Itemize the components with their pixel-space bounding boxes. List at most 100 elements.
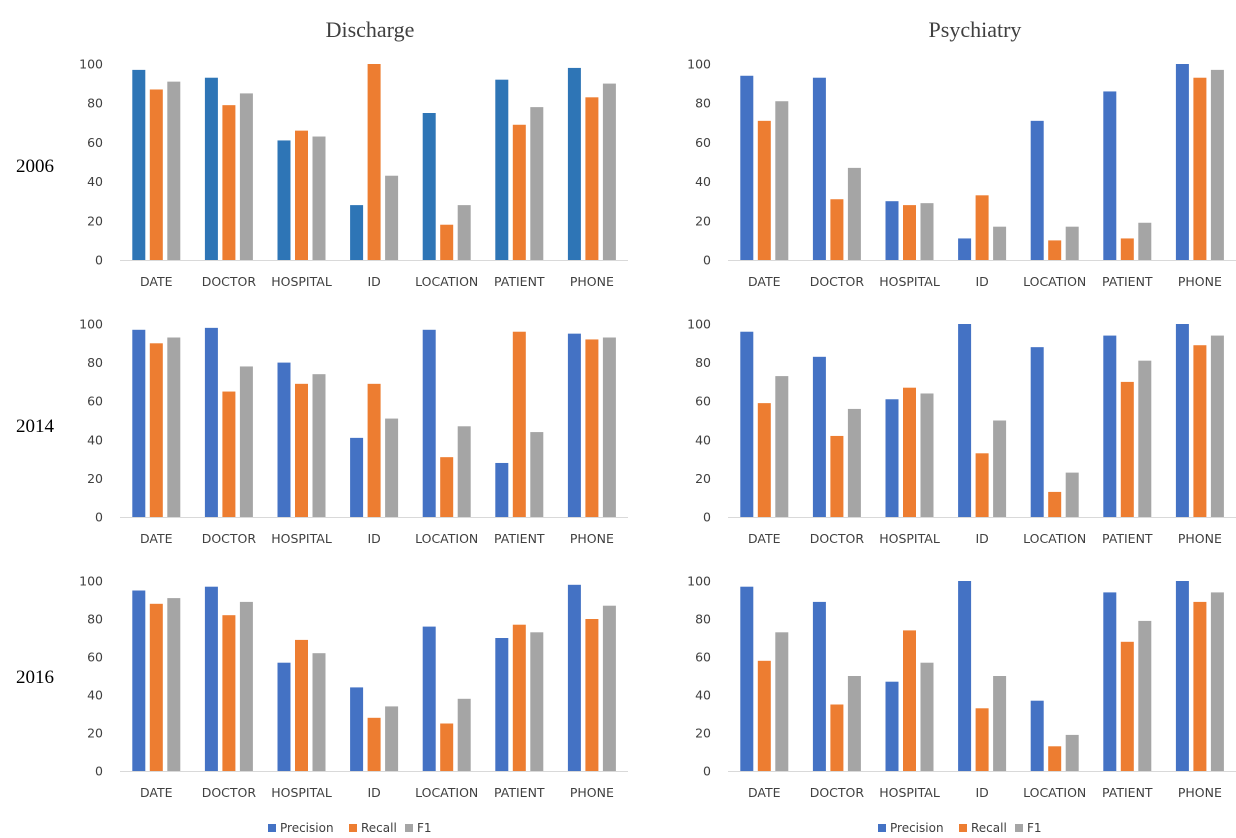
category-label-doctor: DOCTOR (810, 274, 865, 289)
bar-precision-date (132, 329, 146, 517)
chart-psychiatry-2014: 0 20 40 60 80 100 DATE DOCTOR HOSPITAL ID LOCATION… (687, 317, 1236, 546)
bar-f1-patient (1138, 360, 1152, 517)
bar-precision-date (740, 75, 754, 260)
y-tick-label: 40 (87, 432, 103, 447)
category-label-hospital: HOSPITAL (271, 785, 332, 800)
bar-f1-id (993, 226, 1007, 260)
bar-precision-doctor (204, 327, 218, 517)
charts-grid: 0 20 40 60 80 100 DATE DOCTOR HOSPITAL ID LOCATION… (79, 57, 1236, 800)
bar-precision-phone (567, 333, 581, 517)
bar-precision-hospital (277, 662, 291, 771)
bar-precision-location (1030, 347, 1044, 517)
legend-label-f1: F1 (417, 821, 432, 835)
chart-discharge-2006: 0 20 40 60 80 100 DATE DOCTOR HOSPITAL ID LOCATION… (79, 57, 628, 289)
column-title-discharge: Discharge (326, 17, 415, 42)
row-label-2016: 2016 (16, 667, 54, 688)
bar-f1-hospital (312, 374, 326, 517)
bar-f1-phone (1210, 335, 1224, 517)
bar-precision-doctor (812, 77, 826, 260)
bar-f1-date (167, 81, 181, 260)
bar-recall-id (367, 717, 381, 771)
bar-f1-phone (1210, 69, 1224, 260)
category-label-date: DATE (748, 785, 781, 800)
bar-f1-location (457, 205, 471, 260)
bar-f1-doctor (847, 676, 861, 771)
bar-precision-date (132, 590, 146, 771)
category-label-patient: PATIENT (494, 531, 545, 546)
bar-precision-location (422, 626, 436, 771)
bar-precision-location (1030, 120, 1044, 260)
bar-precision-location (422, 113, 436, 260)
category-label-hospital: HOSPITAL (879, 274, 940, 289)
bar-precision-location (422, 329, 436, 517)
bar-f1-hospital (312, 653, 326, 771)
bar-f1-date (167, 598, 181, 771)
legend-swatch-f1 (1015, 824, 1023, 832)
legend-label-recall: Recall (971, 821, 1007, 835)
bar-f1-location (1065, 472, 1079, 517)
legend-discharge: Precision Recall F1 (268, 821, 432, 835)
y-tick-label: 100 (79, 574, 103, 589)
bar-recall-phone (585, 339, 599, 517)
bar-f1-location (1065, 734, 1079, 771)
bar-recall-hospital (903, 630, 916, 771)
bar-precision-patient (495, 638, 509, 771)
bar-recall-hospital (903, 387, 916, 517)
bar-f1-patient (1138, 620, 1152, 771)
y-tick-label: 40 (87, 688, 103, 703)
category-label-doctor: DOCTOR (202, 785, 257, 800)
y-tick-label: 100 (79, 57, 103, 72)
category-label-patient: PATIENT (494, 274, 545, 289)
category-label-hospital: HOSPITAL (271, 531, 332, 546)
bar-precision-phone (567, 584, 581, 771)
bar-precision-patient (495, 79, 509, 261)
bar-f1-hospital (920, 393, 934, 517)
category-label-patient: PATIENT (1102, 274, 1153, 289)
y-tick-label: 20 (695, 726, 711, 741)
bar-f1-id (385, 706, 399, 771)
y-tick-label: 0 (703, 510, 711, 525)
bar-f1-doctor (847, 408, 861, 517)
y-tick-label: 60 (87, 650, 103, 665)
chart-psychiatry-2006: 0 20 40 60 80 100 DATE DOCTOR HOSPITAL ID LOCATION… (687, 57, 1236, 289)
bar-recall-patient (1120, 238, 1134, 260)
category-label-hospital: HOSPITAL (271, 274, 332, 289)
chart-psychiatry-2016: 0 20 40 60 80 100 DATE DOCTOR HOSPITAL ID LOCATION… (687, 574, 1236, 800)
category-label-id: ID (975, 531, 988, 546)
bar-f1-id (993, 420, 1007, 517)
bar-recall-location (440, 457, 454, 517)
legend-label-precision: Precision (280, 821, 334, 835)
category-label-phone: PHONE (570, 274, 614, 289)
bar-f1-patient (1138, 222, 1152, 260)
category-label-doctor: DOCTOR (202, 531, 257, 546)
bar-f1-date (775, 632, 789, 771)
bar-recall-patient (512, 331, 526, 517)
legend-psychiatry: Precision Recall F1 (878, 821, 1042, 835)
y-tick-label: 100 (687, 57, 711, 72)
bar-recall-id (975, 453, 989, 517)
bar-recall-date (149, 603, 163, 771)
bar-precision-phone (1175, 64, 1189, 260)
bar-f1-doctor (239, 366, 253, 517)
bar-precision-phone (1175, 581, 1189, 771)
bar-recall-location (440, 224, 454, 260)
bar-precision-id (350, 687, 364, 771)
bar-recall-patient (512, 624, 526, 771)
bar-f1-date (167, 337, 181, 517)
legend-swatch-f1 (405, 824, 413, 832)
bar-recall-doctor (830, 199, 844, 260)
bar-recall-id (975, 195, 989, 260)
legend-swatch-precision (878, 824, 886, 832)
bar-f1-doctor (847, 167, 861, 260)
column-title-psychiatry: Psychiatry (929, 17, 1022, 42)
bar-f1-date (775, 376, 789, 517)
bar-recall-phone (585, 619, 599, 771)
legend-label-f1: F1 (1027, 821, 1042, 835)
bar-f1-phone (1210, 592, 1224, 771)
y-tick-label: 20 (87, 726, 103, 741)
bar-precision-location (1030, 700, 1044, 771)
y-tick-label: 20 (87, 471, 103, 486)
y-tick-label: 0 (95, 764, 103, 779)
y-tick-label: 60 (87, 394, 103, 409)
